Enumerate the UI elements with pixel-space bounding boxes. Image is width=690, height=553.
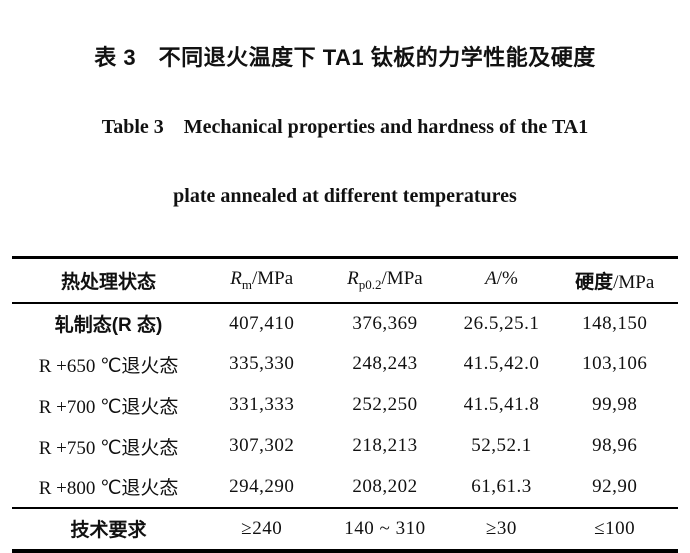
- table-row-technical-requirements: 技术要求 ≥240 140 ~ 310 ≥30 ≤100: [12, 506, 678, 551]
- col-header-elongation: A/%: [451, 257, 552, 304]
- col-header-tensile-strength: Rm/MPa: [205, 257, 319, 304]
- cell-rp02: 140 ~ 310: [318, 506, 452, 551]
- cell-rp02: 218,213: [352, 435, 418, 456]
- row-label: R +800 ℃退火态: [38, 478, 179, 499]
- cell-hardness: 99,98: [592, 394, 638, 415]
- col-header-heat-treatment-state: 热处理状态: [12, 257, 206, 304]
- cell-hardness: 98,96: [592, 435, 638, 456]
- cell-rp02: 248,243: [352, 353, 418, 374]
- cell-rm: ≥240: [205, 506, 319, 551]
- cell-rp02: 252,250: [352, 394, 418, 415]
- cell-hardness: ≤100: [551, 506, 678, 551]
- table-row: 轧制态(R 态) 407,410 376,369 26.5,25.1 148,1…: [12, 303, 678, 344]
- cell-rm: 407,410: [229, 312, 295, 334]
- col-header-yield-strength: Rp0.2/MPa: [318, 257, 452, 304]
- table-row: R +650 ℃退火态 335,330 248,243 41.5,42.0 10…: [12, 344, 678, 385]
- cell-hardness: 103,106: [582, 353, 648, 374]
- row-label: 轧制态(R 态): [54, 315, 163, 336]
- cell-rm: 294,290: [229, 475, 295, 497]
- cell-a: 41.5,41.8: [463, 394, 540, 415]
- row-label: R +650 ℃退火态: [38, 355, 179, 377]
- cell-a: 26.5,25.1: [463, 312, 540, 334]
- cell-rm: 331,333: [229, 394, 295, 415]
- col-header-hardness: 硬度/MPa: [551, 257, 678, 304]
- cell-rp02: 208,202: [352, 475, 418, 497]
- table-caption-en-line1: Table 3 Mechanical properties and hardne…: [101, 116, 589, 138]
- table-row: R +750 ℃退火态 307,302 218,213 52,52.1 98,9…: [12, 426, 678, 467]
- mechanical-properties-table: 热处理状态 Rm/MPa Rp0.2/MPa A/% 硬度/MPa 轧制态(R …: [12, 256, 678, 553]
- table-row: R +700 ℃退火态 331,333 252,250 41.5,41.8 99…: [12, 385, 678, 426]
- cell-hardness: 148,150: [582, 312, 648, 334]
- cell-a: 41.5,42.0: [463, 353, 540, 374]
- cell-a: 61,61.3: [471, 475, 532, 497]
- row-label: R +700 ℃退火态: [38, 396, 179, 418]
- row-label: R +750 ℃退火态: [38, 437, 179, 459]
- cell-hardness: 92,90: [592, 475, 638, 497]
- header-row: 热处理状态 Rm/MPa Rp0.2/MPa A/% 硬度/MPa: [12, 257, 678, 304]
- table-row: R +800 ℃退火态 294,290 208,202 61,61.3 92,9…: [12, 467, 678, 508]
- cell-a: 52,52.1: [471, 435, 532, 456]
- cell-rm: 335,330: [229, 353, 295, 374]
- table-caption: 表 3 不同退火温度下 TA1 钛板的力学性能及硬度 Table 3 Mecha…: [0, 0, 690, 249]
- table-caption-en-line2: plate annealed at different temperatures: [173, 185, 517, 207]
- cell-rp02: 376,369: [352, 312, 418, 334]
- cell-rm: 307,302: [229, 435, 295, 456]
- row-label: 技术要求: [12, 506, 206, 551]
- table-caption-zh: 表 3 不同退火温度下 TA1 钛板的力学性能及硬度: [94, 45, 596, 70]
- cell-a: ≥30: [451, 506, 552, 551]
